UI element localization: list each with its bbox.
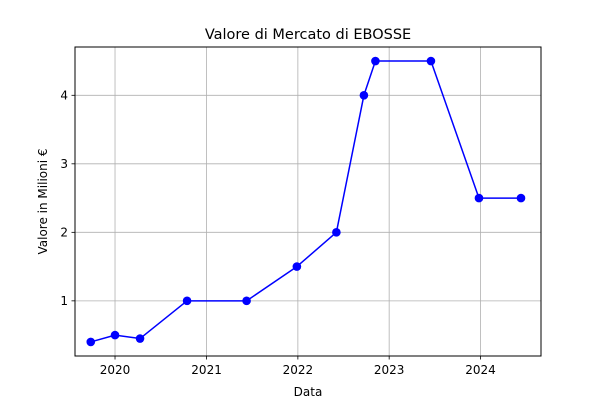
x-tick-label: 2023 [374, 363, 405, 377]
tick-labels: 2020 2021 2022 2023 2024 1 2 3 4 [60, 89, 495, 377]
series-layer [86, 56, 526, 347]
data-point [182, 296, 192, 306]
plot-frame [74, 46, 542, 357]
data-point [516, 193, 526, 203]
x-axis-label: Data [294, 385, 323, 399]
chart-title: Valore di Mercato di EBOSSE [205, 27, 411, 43]
y-tick-label: 1 [60, 294, 68, 308]
data-point [332, 228, 341, 237]
x-tick-label: 2024 [465, 363, 496, 377]
data-point [474, 193, 484, 203]
data-point [110, 330, 120, 340]
y-tick-label: 2 [60, 226, 68, 240]
y-tick-label: 4 [60, 89, 68, 103]
data-point [86, 337, 96, 347]
x-tick-label: 2022 [283, 363, 314, 377]
data-point [426, 56, 436, 66]
series-line [90, 60, 521, 343]
tick-marks [71, 94, 481, 360]
data-point [292, 262, 302, 271]
y-axis-label: Valore in Milioni € [36, 148, 50, 254]
data-point [371, 56, 380, 66]
x-tick-label: 2021 [191, 363, 222, 377]
data-point [242, 296, 251, 306]
data-point [359, 91, 369, 100]
data-point [135, 334, 145, 343]
grid [75, 47, 541, 356]
x-tick-label: 2020 [100, 363, 131, 377]
y-tick-label: 3 [60, 157, 68, 171]
